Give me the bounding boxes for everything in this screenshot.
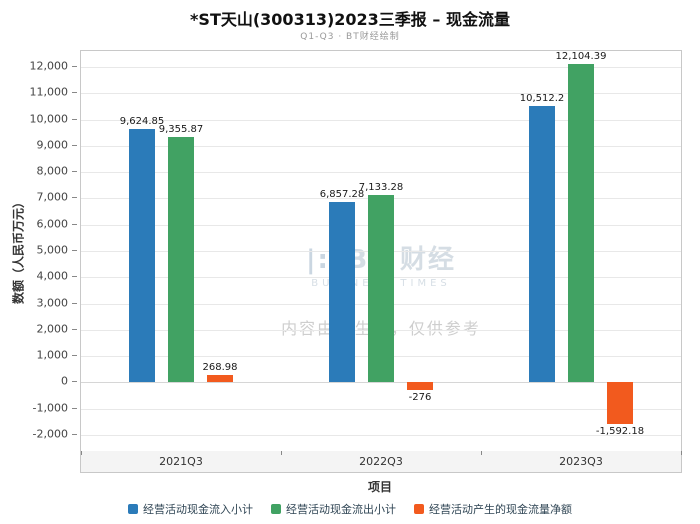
y-tick-mark	[72, 223, 77, 225]
y-tick-mark	[72, 197, 77, 199]
legend-label: 经营活动现金流出小计	[286, 503, 396, 516]
y-tick-mark	[72, 250, 77, 251]
bar-series3-2023Q3[interactable]	[607, 382, 633, 425]
y-tick-label: 10,000	[29, 112, 69, 126]
gridline	[81, 93, 681, 95]
y-tick-label: 11,000	[29, 85, 69, 99]
y-tick-label: 3,000	[36, 296, 69, 310]
x-axis-label: 项目	[367, 480, 392, 494]
y-tick-mark	[72, 302, 77, 304]
y-tick-label: 6,000	[36, 217, 69, 231]
gridline	[81, 435, 681, 436]
legend-label: 经营活动现金流入小计	[143, 503, 253, 516]
x-category-label: 2021Q3	[159, 455, 203, 468]
y-tick-mark	[72, 381, 77, 383]
bar-series2-2022Q3[interactable]	[368, 194, 394, 383]
gridline	[81, 382, 681, 384]
gridline	[81, 67, 681, 68]
bar-series3-2021Q3[interactable]	[207, 375, 233, 383]
legend-marker-icon	[271, 504, 281, 514]
y-tick-mark	[72, 407, 77, 409]
bar-value-label: -1,592.18	[595, 426, 645, 438]
x-axis-band: 2021Q3 2022Q3 2023Q3	[80, 451, 682, 473]
bar-value-label: 12,104.39	[555, 51, 607, 63]
y-tick-label: 12,000	[29, 59, 69, 73]
y-tick-mark	[72, 66, 77, 67]
bar-value-label: 10,512.2	[519, 93, 565, 105]
legend-item[interactable]: 经营活动现金流入小计	[128, 501, 253, 517]
x-tick-mark	[681, 451, 682, 455]
bar-value-label: 268.98	[202, 362, 238, 374]
bar-series2-2021Q3[interactable]	[168, 136, 194, 383]
bar-value-label: -276	[408, 391, 432, 403]
bar-series1-2021Q3[interactable]	[129, 129, 155, 383]
bar-value-label: 7,133.28	[358, 181, 404, 193]
bar-series1-2023Q3[interactable]	[529, 106, 555, 383]
y-tick-label: 2,000	[36, 322, 69, 336]
y-tick-label: 1,000	[36, 348, 69, 362]
x-tick-mark	[81, 451, 82, 455]
y-tick-mark	[72, 118, 77, 120]
y-tick-mark	[72, 355, 77, 357]
gridline	[81, 145, 681, 147]
bar-series2-2023Q3[interactable]	[568, 64, 594, 383]
y-tick-mark	[72, 328, 77, 330]
y-tick-mark	[72, 276, 77, 278]
bar-value-label: 9,624.85	[119, 116, 165, 128]
legend-marker-icon	[128, 504, 138, 514]
x-tick-mark	[281, 451, 282, 455]
legend-marker-icon	[414, 504, 424, 514]
bar-series1-2022Q3[interactable]	[329, 202, 355, 383]
legend-label: 经营活动产生的现金流量净额	[429, 503, 572, 516]
chart-title: *ST天山(300313)2023三季报 – 现金流量	[190, 10, 510, 29]
plot-area: |:|BT 财经 BUSINESS TIMES 内容由AI生成，仅供参考 9,6…	[80, 50, 682, 452]
y-tick-mark	[72, 171, 77, 173]
x-tick-mark	[481, 451, 482, 455]
bar-series3-2022Q3[interactable]	[407, 382, 433, 390]
x-category-label: 2023Q3	[559, 455, 603, 468]
y-tick-mark	[72, 92, 77, 94]
legend-item[interactable]: 经营活动产生的现金流量净额	[414, 501, 572, 517]
chart-subtitle: Q1-Q3 · BT财经绘制	[300, 32, 400, 42]
gridline	[81, 408, 681, 410]
gridline	[81, 119, 681, 121]
gridline	[81, 172, 681, 174]
bar-value-label: 6,857.28	[319, 189, 365, 201]
legend-item[interactable]: 经营活动现金流出小计	[271, 501, 396, 517]
y-tick-label: 7,000	[36, 190, 69, 204]
y-tick-mark	[72, 144, 77, 146]
y-tick-label: 0	[61, 374, 68, 388]
bar-value-label: 9,355.87	[158, 123, 204, 135]
y-tick-label: 8,000	[36, 164, 69, 178]
y-tick-label: 9,000	[36, 138, 69, 152]
y-tick-label: 5,000	[36, 243, 69, 257]
y-tick-label: -2,000	[32, 427, 68, 441]
y-tick-label: -1,000	[32, 401, 68, 415]
y-tick-label: 4,000	[36, 269, 69, 283]
legend: 经营活动现金流入小计 经营活动现金流出小计 经营活动产生的现金流量净额	[0, 501, 700, 517]
y-axis-ticks: -2,000 -1,000 0 1,000 2,000 3,000 4,000 5,000 6,…	[0, 50, 78, 450]
bt-brand-text: BT 财经	[347, 245, 456, 275]
x-category-label: 2022Q3	[359, 455, 403, 468]
y-tick-mark	[72, 434, 77, 435]
